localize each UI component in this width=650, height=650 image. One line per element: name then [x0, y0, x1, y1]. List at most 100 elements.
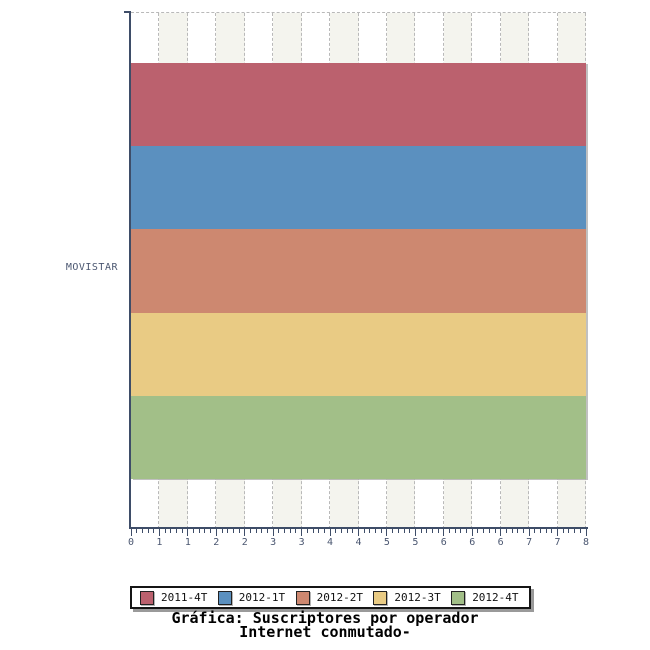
x-minor-tick — [579, 529, 581, 533]
x-minor-tick — [289, 529, 291, 533]
x-minor-tick — [477, 529, 479, 533]
x-minor-tick — [431, 529, 433, 533]
x-major-tick — [414, 529, 416, 536]
x-major-tick — [557, 529, 559, 536]
plot-area — [131, 12, 586, 529]
x-minor-tick — [494, 529, 496, 533]
x-minor-tick — [437, 529, 439, 533]
x-minor-tick — [193, 529, 195, 533]
legend-swatch — [451, 590, 466, 605]
x-minor-tick — [517, 529, 519, 533]
x-minor-tick — [232, 529, 234, 533]
x-minor-tick — [568, 529, 570, 533]
legend-label: 2012-2T — [316, 591, 363, 604]
x-minor-tick — [483, 529, 485, 533]
x-major-tick — [443, 529, 445, 536]
x-minor-tick — [170, 529, 172, 533]
bar-2012-2T — [131, 229, 586, 313]
x-minor-tick — [278, 529, 280, 533]
x-minor-tick — [562, 529, 564, 533]
x-minor-tick — [227, 529, 229, 533]
legend-swatch — [295, 590, 310, 605]
x-tick-label: 6 — [469, 537, 476, 548]
legend: 2011-4T 2012-1T 2012-2T 2012-3T 2012-4T — [130, 586, 531, 609]
x-minor-tick — [221, 529, 223, 533]
x-major-tick — [358, 529, 359, 536]
x-major-tick — [301, 529, 303, 536]
x-minor-tick — [261, 529, 263, 533]
x-minor-tick — [380, 529, 382, 533]
x-minor-tick — [141, 529, 143, 533]
x-minor-tick — [306, 529, 308, 533]
legend-label: 2012-4T — [472, 591, 519, 604]
legend-label: 2012-1T — [238, 591, 286, 604]
x-tick-label: 4 — [327, 537, 334, 548]
x-axis — [129, 527, 588, 529]
x-tick-label: 7 — [554, 537, 561, 548]
x-minor-tick — [238, 529, 240, 533]
legend-entry-2011-4T: 2011-4T — [140, 590, 218, 605]
x-tick-label: 3 — [298, 537, 305, 548]
x-minor-tick — [466, 529, 468, 533]
legend-label: 2011-4T — [161, 591, 208, 604]
x-tick-label: 2 — [241, 537, 248, 548]
x-major-tick — [528, 529, 530, 536]
x-tick-label: 4 — [355, 537, 362, 548]
x-minor-tick — [181, 529, 183, 533]
x-minor-tick — [352, 529, 354, 533]
x-tick-label: 2 — [213, 537, 220, 548]
bar-2011-4T — [131, 63, 586, 147]
legend-swatch — [217, 590, 232, 605]
x-major-tick — [215, 529, 217, 536]
x-minor-tick — [534, 529, 536, 533]
x-minor-tick — [454, 529, 456, 533]
x-tick-label: 1 — [184, 537, 191, 548]
x-minor-tick — [392, 529, 394, 533]
x-major-tick — [329, 529, 331, 536]
bar-2012-1T — [131, 146, 586, 230]
x-major-tick — [244, 529, 246, 536]
x-minor-tick — [346, 529, 348, 533]
x-minor-tick — [136, 529, 138, 533]
x-minor-tick — [403, 529, 405, 533]
x-minor-tick — [488, 529, 490, 533]
x-tick-label: 0 — [127, 537, 135, 548]
x-minor-tick — [340, 529, 342, 533]
x-minor-tick — [545, 529, 547, 533]
x-minor-tick — [323, 529, 325, 533]
x-minor-tick — [335, 529, 337, 533]
legend-swatch — [373, 590, 388, 605]
category-label: MOVISTAR — [65, 262, 118, 273]
y-axis — [129, 11, 131, 529]
x-minor-tick — [255, 529, 257, 533]
x-minor-tick — [375, 529, 377, 533]
x-minor-tick — [420, 529, 422, 533]
x-major-tick — [386, 529, 388, 536]
x-minor-tick — [363, 529, 365, 533]
x-minor-tick — [147, 529, 149, 533]
x-minor-tick — [522, 529, 524, 533]
x-tick-label: 6 — [497, 537, 504, 548]
x-minor-tick — [426, 529, 428, 533]
x-minor-tick — [540, 529, 541, 533]
x-minor-tick — [551, 529, 553, 533]
chart-subtitle: Internet conmutado- — [239, 623, 411, 641]
legend-entry-2012-3T: 2012-3T — [373, 590, 451, 605]
x-minor-tick — [511, 529, 513, 533]
x-minor-tick — [312, 529, 314, 533]
x-minor-tick — [204, 529, 206, 533]
x-major-tick — [130, 529, 132, 536]
x-minor-tick — [409, 529, 411, 533]
x-tick-label: 8 — [582, 537, 590, 548]
x-major-tick — [187, 529, 189, 536]
x-minor-tick — [397, 529, 399, 533]
x-minor-tick — [164, 529, 166, 533]
x-tick-label: 5 — [383, 537, 390, 548]
bar-2012-3T — [131, 312, 586, 396]
x-tick-label: 1 — [156, 537, 163, 548]
x-minor-tick — [460, 529, 462, 533]
y-axis-top-tick — [124, 11, 131, 13]
x-minor-tick — [176, 529, 177, 533]
chart-title-block: Gráfica: Suscriptores por operador Inter… — [0, 611, 650, 641]
